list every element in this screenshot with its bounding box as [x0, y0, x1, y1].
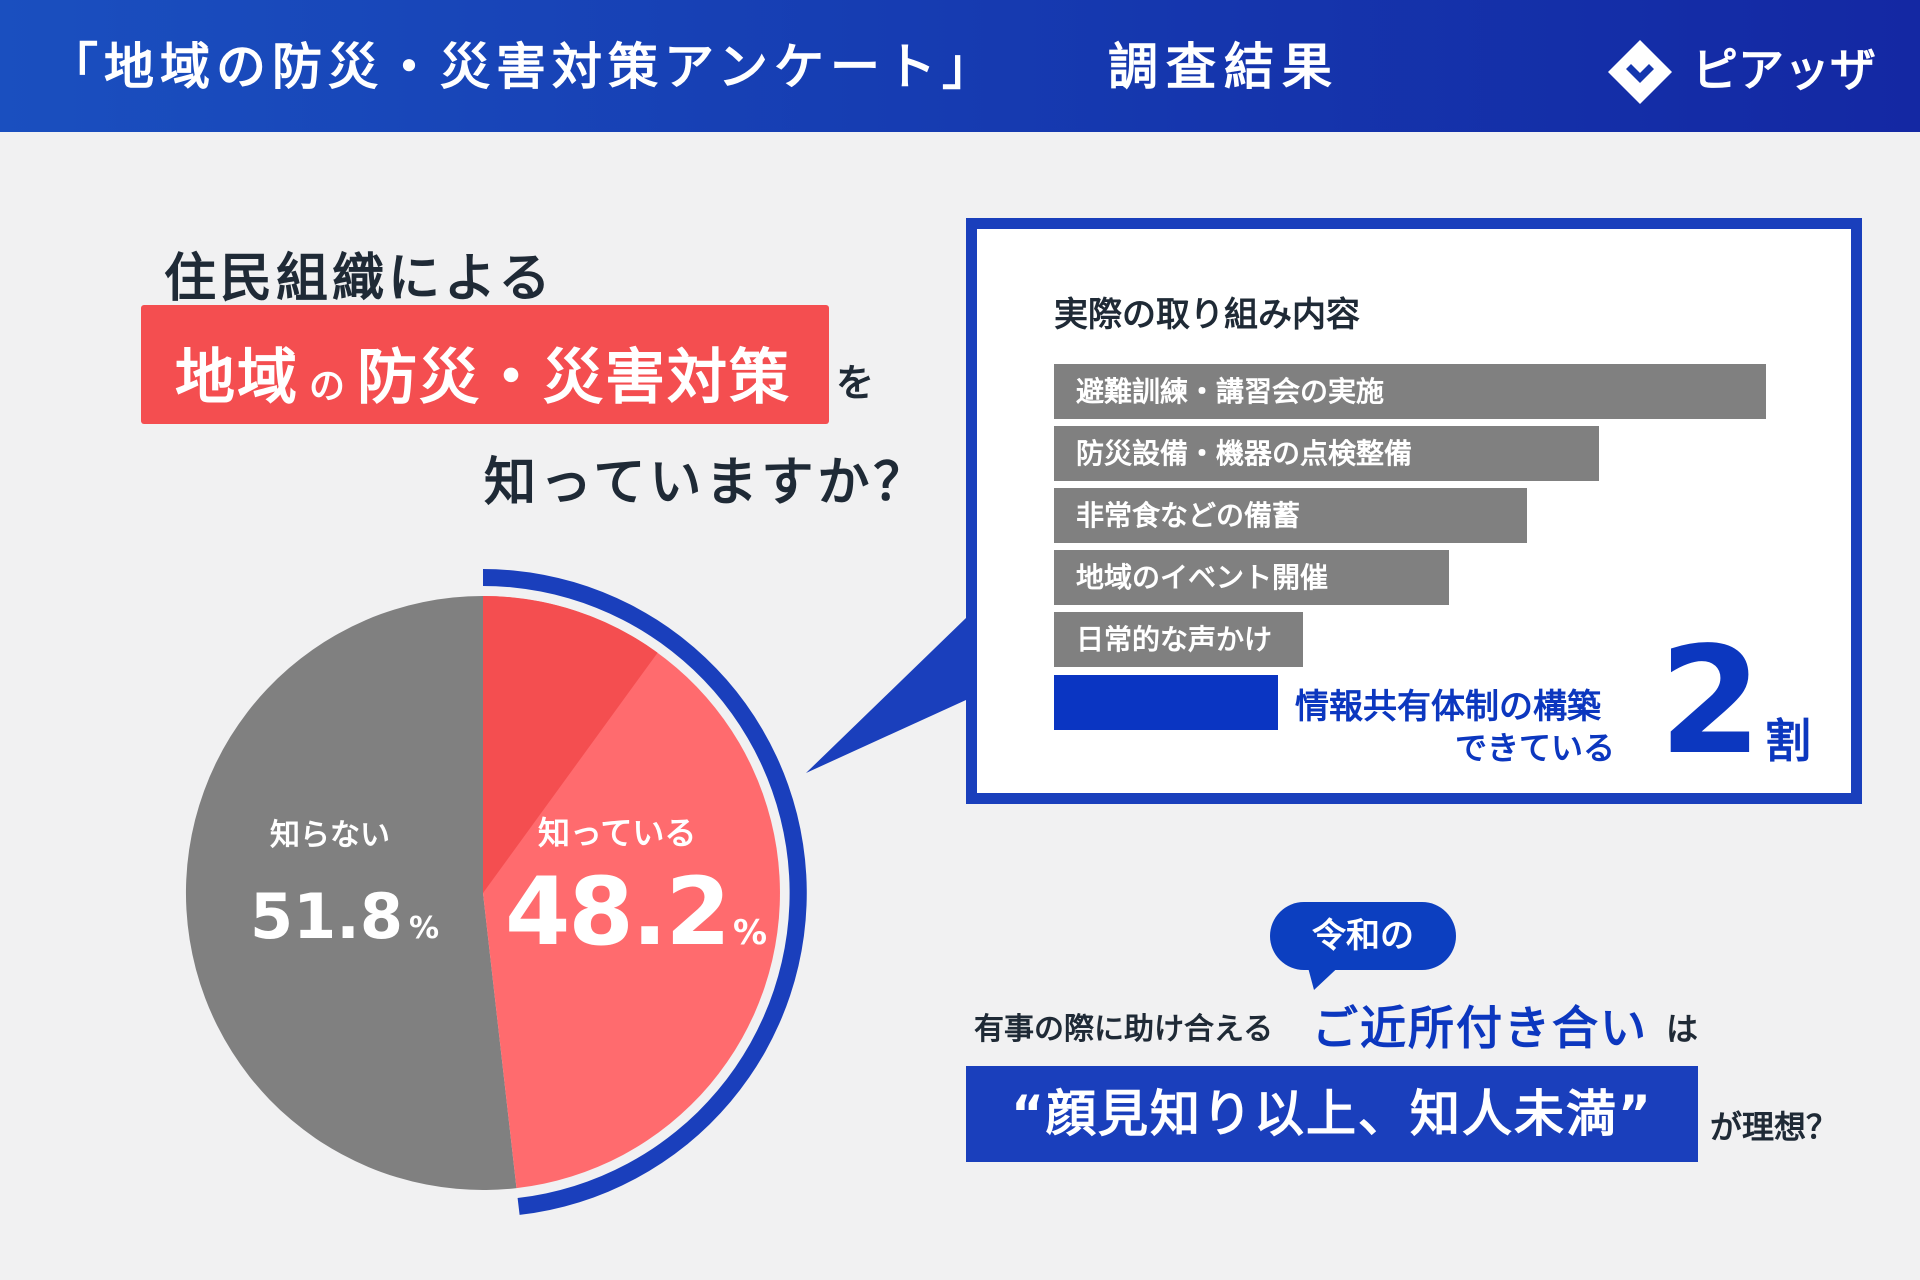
callout-text-line2: できている: [1455, 729, 1616, 767]
speech-bubble-tail: [1306, 960, 1346, 990]
survey-title: 「地域の防災・災害対策アンケート」: [48, 38, 998, 96]
known-unit: %: [732, 913, 768, 953]
pie-label-known: 知っている: [538, 814, 697, 852]
callout-unit: 割: [1765, 714, 1811, 768]
bar-highlight: [1054, 675, 1279, 730]
question-line-3: 知っていますか？: [484, 453, 930, 513]
highlight-rest: 防災・災害対策: [357, 343, 792, 413]
conclusion-prefix: 有事の際に助け合える: [974, 1012, 1274, 1047]
pie-slice-unknown: [185, 596, 517, 1190]
unknown-value: 51.8: [250, 880, 403, 953]
question-line-1: 住民組織による: [164, 249, 555, 309]
panel-title: 実際の取り組み内容: [1054, 295, 1360, 335]
bar-4: 日常的な声かけ: [1054, 612, 1304, 667]
header-banner: 「地域の防災・災害対策アンケート」 調査結果 ピアッザ: [0, 0, 1920, 132]
speech-bubble: 令和の: [1270, 902, 1456, 970]
callout-connector: [806, 618, 966, 773]
bar-2: 非常食などの備蓄: [1054, 488, 1528, 543]
known-value: 48.2: [505, 858, 731, 967]
diamond-logo-icon: [1608, 40, 1672, 104]
brand-name: ピアッザ: [1692, 43, 1876, 97]
unknown-unit: %: [408, 911, 440, 946]
pie-value-known: 48.2%: [505, 858, 767, 967]
survey-subtitle: 調査結果: [1108, 38, 1340, 96]
highlight-main: 地域: [175, 343, 299, 413]
pie-slice-known-subset: [483, 596, 658, 893]
pie-value-unknown: 51.8%: [250, 880, 439, 953]
bar-3: 地域のイベント開催: [1054, 550, 1450, 605]
question-highlight-text: 地域の防災・災害対策: [175, 329, 791, 416]
conclusion-emphasis: ご近所付き合い: [1312, 1001, 1648, 1055]
question-particle: を: [836, 361, 875, 405]
pie-label-unknown: 知らない: [270, 818, 390, 853]
bar-0: 避難訓練・講習会の実施: [1054, 364, 1766, 419]
conclusion-particle: は: [1666, 1010, 1699, 1048]
bar-1: 防災設備・機器の点検整備: [1054, 426, 1599, 481]
callout-big-number: 2: [1659, 615, 1762, 787]
conclusion-quote: “顔見知り以上、知人未満”: [966, 1066, 1698, 1162]
activities-panel: 実際の取り組み内容 避難訓練・講習会の実施 防災設備・機器の点検整備 非常食などの備…: [966, 218, 1862, 804]
highlight-no: の: [309, 366, 348, 407]
callout-text-line1: 情報共有体制の構築: [1295, 687, 1601, 727]
conclusion-suffix: が理想？: [1710, 1108, 1839, 1146]
question-highlight-box: 地域の防災・災害対策: [141, 305, 829, 424]
